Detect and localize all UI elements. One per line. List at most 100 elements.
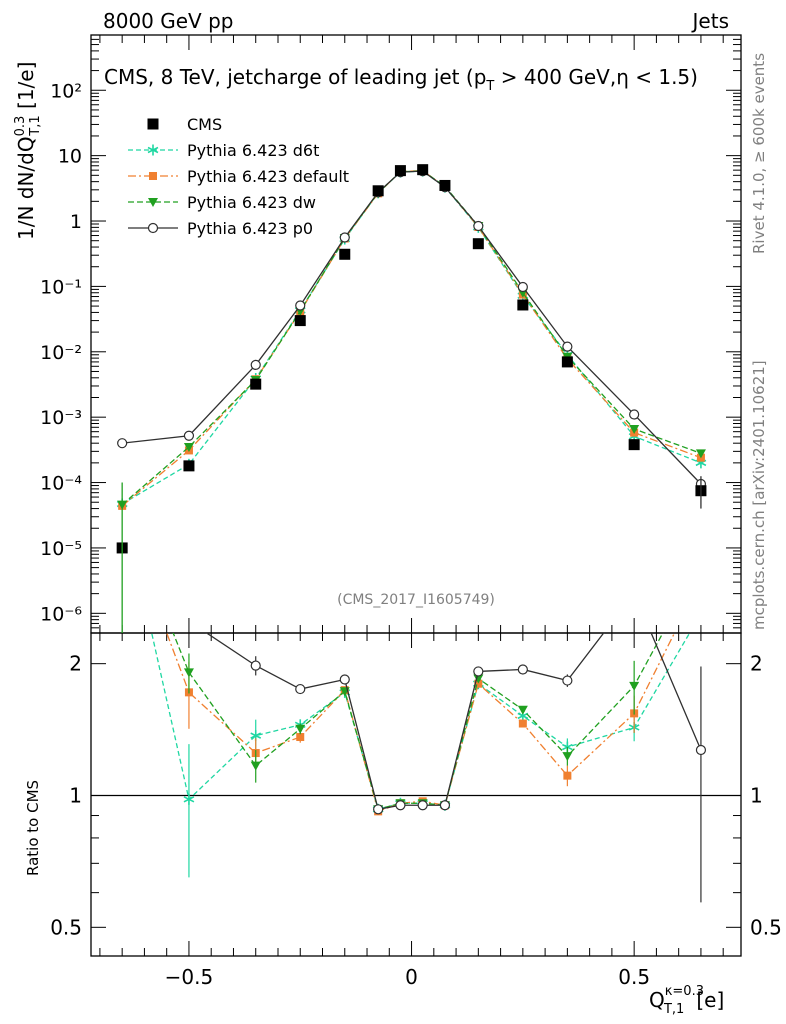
series-point: [183, 442, 194, 452]
legend-label: Pythia 6.423 p0: [187, 219, 313, 238]
ratio-line: [172, 633, 664, 811]
data-point: [294, 315, 306, 327]
y-tick-label: 10⁻³: [40, 407, 82, 429]
series-line: [122, 170, 702, 485]
ratio-y-label: Ratio to CMS: [24, 780, 42, 876]
series-point: [629, 424, 640, 434]
y-tick-label: 10: [58, 146, 82, 168]
ratio-point: [517, 664, 528, 675]
y-tick-label: 10⁻⁴: [40, 473, 82, 495]
ratio-point: [630, 589, 639, 598]
ratio-series-0: [151, 608, 706, 878]
ratio-point: [183, 668, 194, 678]
star-stroke: [250, 732, 262, 739]
ratio-point: [395, 800, 406, 811]
ratio-point: [118, 318, 127, 327]
legend: CMS Pythia 6.423 d6t Pythia 6.423 default P…: [128, 115, 349, 238]
y-tick-label: 10⁻¹: [40, 276, 82, 298]
x-tick-label: 0: [405, 965, 418, 989]
ratio-point: [439, 800, 451, 811]
ratio-point: [562, 675, 573, 686]
ratio-tick-label-right: 0.5: [750, 915, 782, 939]
header-left: 8000 GeV pp: [103, 9, 234, 33]
ratio-point: [696, 559, 706, 568]
ratio-layer: [91, 318, 741, 903]
chart-title: CMS, 8 TeV, jetcharge of leading jet (pT…: [104, 65, 698, 94]
ratio-point: [250, 761, 261, 771]
main-layer: [116, 164, 707, 633]
ratio-point: [250, 660, 261, 671]
series-point: [339, 232, 350, 243]
star-stroke: [183, 796, 195, 803]
ratio-point: [183, 793, 195, 805]
legend-label: Pythia 6.423 dw: [187, 193, 316, 212]
ratio-tick-label: 1: [69, 783, 82, 807]
y-tick-label: 10⁻⁵: [40, 538, 82, 560]
ratio-series-2: [172, 559, 706, 815]
series-0: [116, 165, 707, 510]
ratio-point: [473, 666, 484, 677]
rivet-label: Rivet 4.1.0, ≥ 600k events: [750, 53, 768, 254]
legend-label: Pythia 6.423 default: [187, 167, 349, 186]
header-right: Jets: [691, 9, 729, 33]
ratio-point: [518, 719, 527, 728]
ratio-point: [563, 771, 572, 780]
star-stroke: [517, 712, 529, 720]
series-point: [295, 300, 306, 311]
data-point: [628, 439, 640, 451]
y-tick-label: 1: [70, 211, 82, 233]
ratio-point: [295, 724, 306, 734]
series-point: [562, 341, 573, 352]
ratio-series-1: [166, 576, 705, 816]
ratio-point: [417, 800, 428, 811]
data-point: [417, 164, 429, 176]
legend-label: Pythia 6.423 d6t: [187, 141, 319, 160]
ratio-tick-label-right: 1: [750, 783, 763, 807]
ticks: 10⁻⁶ 10⁻⁵ 10⁻⁴ 10⁻³ 10⁻² 10⁻¹ 1 10 10² −0.5 0 0.5 0.…: [40, 34, 782, 989]
ratio-point: [697, 576, 705, 584]
data-point: [472, 238, 484, 250]
mcplots-label: mcplots.cern.ch [arXiv:2401.10621]: [750, 360, 768, 630]
legend-label: CMS: [187, 115, 222, 134]
series-point: [250, 359, 261, 371]
ratio-point: [517, 705, 528, 715]
ratio-tick-label-right: 2: [750, 652, 763, 676]
y-axis-label: 1/N dN/dQ0.3T,1 [1/e]: [13, 62, 43, 240]
ratio-tick-label: 2: [69, 652, 82, 676]
ratio-point: [339, 674, 350, 685]
series-point: [517, 281, 528, 293]
star-stroke: [696, 611, 706, 616]
ratio-point: [474, 679, 483, 688]
ratio-panel-frame: [90, 632, 742, 957]
ratio-point: [562, 752, 573, 762]
x-tick-label: 0.5: [618, 965, 650, 989]
ratio-tick-label: 0.5: [50, 915, 82, 939]
y-tick-label: 10⁻²: [40, 342, 82, 364]
legend-marker: [147, 144, 159, 156]
x-tick-label: −0.5: [165, 965, 214, 989]
ratio-line: [166, 633, 676, 813]
data-point: [183, 460, 195, 472]
data-point: [561, 356, 573, 368]
series-point: [695, 449, 706, 459]
legend-marker: [147, 222, 159, 234]
ratio-point: [696, 608, 706, 619]
data-point: [250, 378, 262, 390]
series-point: [629, 409, 640, 420]
ratio-point: [473, 674, 484, 684]
star-stroke: [147, 146, 159, 154]
legend-marker: [148, 198, 158, 207]
x-axis-label: Qκ=0.3 T,1 [e]: [649, 984, 724, 1017]
y-tick-label: 10⁻⁶: [40, 603, 82, 625]
series-point: [473, 220, 484, 232]
data-point: [439, 179, 451, 191]
series-point: [117, 438, 128, 449]
ratio-point: [629, 681, 640, 691]
ratio-point: [373, 804, 384, 815]
data-point: [372, 185, 384, 197]
ratio-point: [296, 733, 305, 742]
analysis-id: (CMS_2017_I1605749): [337, 592, 495, 608]
ratio-point: [695, 744, 707, 756]
ratio-series-3: [118, 318, 707, 903]
